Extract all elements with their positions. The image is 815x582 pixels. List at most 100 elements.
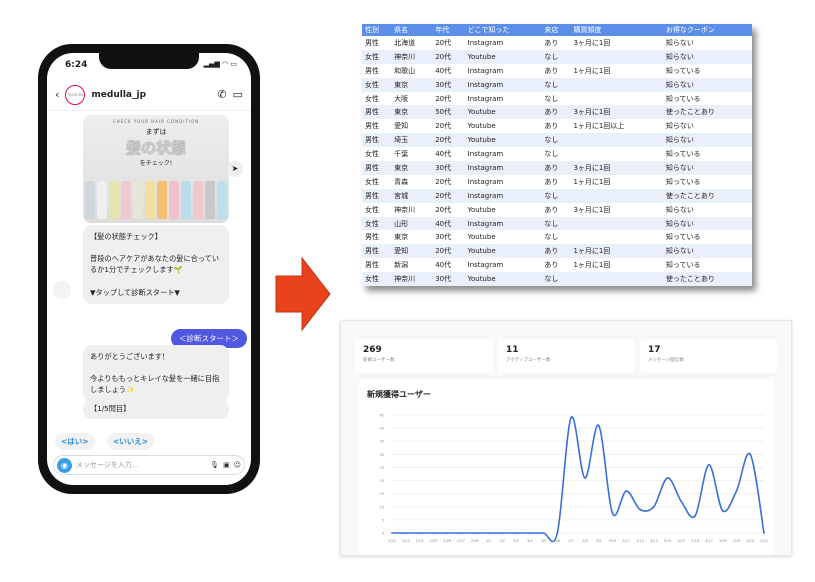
table-cell: 知っている (665, 233, 701, 242)
table-cell: 20代 (435, 205, 452, 214)
avatar[interactable]: medulla (65, 84, 86, 105)
table-cell: 神奈川 (391, 272, 433, 287)
stat-card-new-users: 269 新規ユーザー数 (355, 339, 493, 373)
camera-icon[interactable]: ◉ (57, 457, 72, 473)
message-placeholder: メッセージを入力... (76, 461, 139, 469)
table-row: 男性 愛知 20代 Youtube あり 1ヶ月に1回 知らない (362, 244, 752, 259)
table-cell: あり (544, 66, 559, 75)
y-tick-label: 35 (380, 440, 384, 444)
x-tick-label: 2/28 (471, 539, 479, 543)
data-point (570, 416, 573, 419)
table-cell: 女性 (365, 205, 379, 214)
y-tick-label: 25 (380, 466, 384, 470)
table-cell: 男性 (362, 105, 392, 120)
data-point (652, 505, 655, 508)
message-input[interactable]: ◉ メッセージを入力... 🎙 ▣ ☺ (53, 455, 245, 475)
table-cell: 使ったことあり (662, 188, 752, 203)
table-row: 女性 神奈川 20代 Youtube あり 3ヶ月に1回 知らない (362, 203, 752, 217)
data-point (721, 509, 724, 512)
table-cell: 女性 (362, 216, 392, 231)
table-cell: Instagram (467, 150, 504, 159)
table-row: 男性 宮城 20代 Instagram なし 使ったことあり (362, 188, 752, 203)
quick-reply-no[interactable]: <いいえ> (107, 433, 155, 450)
table-cell: 男性 (365, 261, 379, 270)
table-cell: 新潟 (394, 261, 409, 270)
table-cell: あり (541, 105, 571, 120)
table-row: 男性 埼玉 20代 Youtube なし 知らない (362, 133, 752, 148)
table-cell: Instagram (464, 161, 542, 175)
username[interactable]: medulla_jp (91, 89, 147, 100)
table-cell: 知らない (662, 244, 752, 259)
x-tick-label: 2/26 (443, 539, 451, 543)
table-cell: Instagram (464, 216, 542, 231)
table-cell: 男性 (365, 122, 379, 131)
table-cell: 女性 (365, 94, 379, 103)
y-tick-label: 0 (382, 532, 384, 536)
chart-title: 新規獲得ユーザー (367, 390, 431, 399)
table-cell: なし (541, 77, 571, 92)
share-icon[interactable]: ➤ (227, 161, 243, 177)
banner-image[interactable]: CHECK YOUR HAIR CONDITION まずは 髪の状態 をチェック… (83, 115, 229, 223)
x-tick-label: 3/10 (609, 539, 617, 543)
x-tick-label: 2/27 (457, 539, 465, 543)
data-point (501, 532, 504, 534)
table-cell: 30代 (435, 233, 452, 242)
table-cell: なし (541, 272, 571, 287)
x-tick-label: 3/15 (677, 539, 685, 543)
table-cell: 山形 (391, 216, 433, 231)
data-point (418, 532, 421, 534)
table-cell: 50代 (432, 105, 465, 120)
data-point (542, 532, 545, 534)
table-cell: 男性 (365, 38, 379, 47)
data-point (473, 532, 476, 534)
table-row: 女性 山形 40代 Instagram なし 知らない (362, 216, 752, 231)
table-cell: Youtube (467, 122, 496, 131)
table-cell: Youtube (464, 133, 542, 148)
x-tick-label: 3/13 (650, 539, 658, 543)
data-point (391, 532, 393, 534)
table-cell: Instagram (467, 38, 504, 47)
table-cell: 知っている (665, 150, 701, 159)
table-cell: なし (541, 133, 571, 148)
video-call-icon[interactable]: ▭ (232, 88, 243, 101)
table-cell: 知らない (665, 122, 694, 131)
table-cell: 20代 (435, 94, 452, 103)
table-cell: あり (544, 177, 559, 186)
table-cell: 使ったことあり (662, 272, 752, 287)
x-tick-label: 2/25 (429, 539, 437, 543)
table-header: 性別 県名 年代 どこで知った 来店 購買頻度 お得なクーポン (362, 24, 752, 36)
table-cell (570, 230, 662, 244)
table-row: 女性 千葉 40代 Instagram なし 知っている (362, 147, 752, 161)
table-cell: Instagram (464, 188, 542, 203)
table-cell: 20代 (435, 38, 452, 47)
x-tick-label: 3/19 (733, 539, 741, 543)
phone-call-icon[interactable]: ✆ (217, 88, 227, 101)
table-cell: Youtube (464, 272, 542, 287)
table-cell: 男性 (365, 66, 379, 75)
table-cell: 東京 (391, 77, 433, 92)
stat-label: メッセージ配信数 (648, 358, 684, 363)
x-tick-label: 3/8 (582, 539, 588, 543)
status-icons: ▂▄▆ ◠ ▭ (203, 60, 237, 68)
table-cell: 東京 (391, 105, 433, 120)
table-row: 女性 神奈川 20代 Youtube なし 知らない (362, 49, 752, 64)
gallery-icon[interactable]: ▣ (223, 461, 230, 469)
data-point (611, 512, 614, 515)
table-cell: Instagram (467, 177, 504, 186)
table-cell: 20代 (432, 133, 465, 148)
data-point (639, 508, 641, 511)
table-cell: 男性 (362, 244, 392, 259)
bot-message: 【1/5問目】 (83, 399, 229, 419)
table-cell: Youtube (464, 244, 542, 259)
mic-icon[interactable]: 🎙 (210, 461, 220, 469)
sticker-icon[interactable]: ☺ (233, 461, 241, 469)
table-cell: あり (544, 38, 559, 47)
notch (99, 53, 199, 69)
table-cell: 千葉 (394, 150, 409, 159)
table-cell: なし (541, 49, 571, 64)
data-point (556, 532, 559, 534)
table-cell: 女性 (365, 177, 379, 186)
quick-reply-yes[interactable]: <はい> (55, 433, 95, 450)
table-cell: Instagram (467, 66, 504, 75)
back-icon[interactable]: ‹ (55, 88, 60, 101)
